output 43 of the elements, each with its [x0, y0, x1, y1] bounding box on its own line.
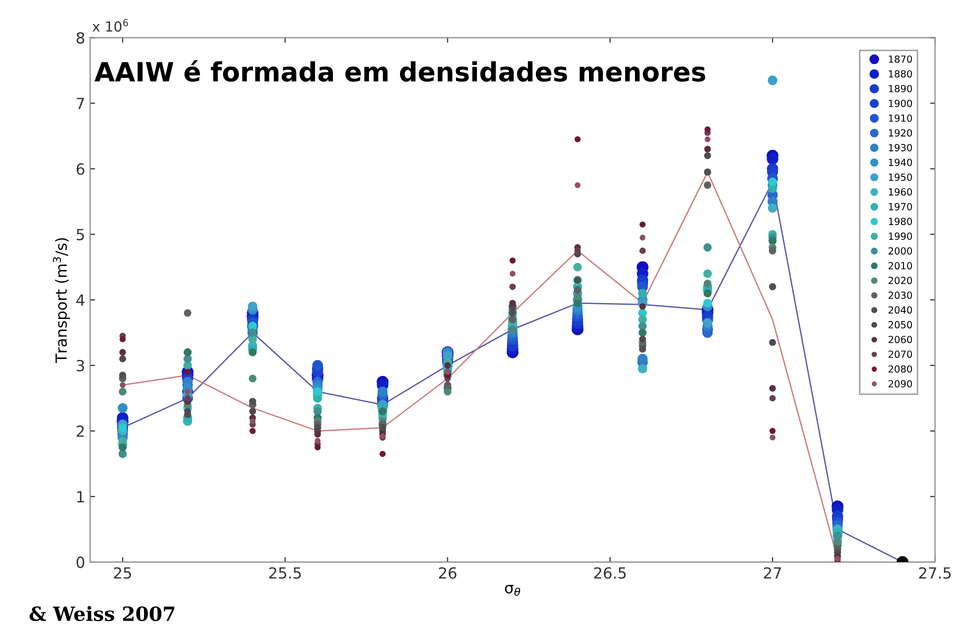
legend-label: 1930 [888, 144, 912, 152]
y-tick-label: 8 [76, 32, 84, 44]
legend-label: 2010 [888, 262, 912, 270]
legend-label: 2050 [888, 321, 912, 328]
y-tick-label: 4 [76, 294, 84, 306]
legend-label: 2070 [888, 350, 912, 358]
text: AAIW é formada em densidades menores [94, 60, 706, 82]
x-tick-label: 25 [114, 567, 132, 579]
legend-label: 2030 [888, 292, 912, 299]
legend-label: 1870 [888, 55, 912, 63]
y-tick-label: 5 [76, 228, 84, 240]
legend-label: 1960 [888, 188, 912, 196]
text: x 10$^{6}$ [92, 19, 128, 32]
legend-label: 2020 [888, 276, 912, 284]
legend-label: 2000 [888, 247, 912, 255]
x-tick-label: 26 [438, 567, 456, 579]
x-tick-label: 27 [764, 567, 781, 579]
legend-label: 2080 [888, 365, 912, 373]
legend-label: 1950 [888, 173, 912, 181]
x-tick-label: 25.5 [269, 567, 301, 579]
legend-label: 1890 [888, 84, 912, 92]
y-tick-label: 2 [76, 425, 84, 437]
x-axis-title: σ$_{θ}$ [505, 584, 520, 596]
legend-label: 1900 [888, 100, 912, 108]
legend-label: 2060 [888, 336, 912, 344]
y-tick-label: 6 [76, 163, 84, 175]
legend-label: 1880 [888, 70, 912, 78]
y-tick-label: 0 [76, 556, 84, 568]
legend-label: 1970 [888, 203, 912, 210]
y-tick-label: 7 [76, 98, 84, 110]
legend-label: 1990 [888, 232, 912, 240]
x-tick-label: 26.5 [594, 567, 626, 579]
legend-label: 1910 [888, 114, 912, 122]
legend-label: 1980 [888, 218, 912, 226]
y-tick-label: 3 [76, 360, 84, 372]
legend-label: 2090 [888, 380, 912, 388]
text: & Weiss 2007 [30, 606, 174, 622]
y-tick-label: 1 [77, 491, 84, 502]
y-axis-title: Transport (m$^{3}$/s) [52, 238, 70, 364]
legend-label: 2040 [888, 306, 912, 314]
legend-label: 1920 [888, 129, 912, 137]
legend-label: 1940 [888, 158, 912, 166]
x-tick-label: 27.5 [919, 567, 951, 579]
